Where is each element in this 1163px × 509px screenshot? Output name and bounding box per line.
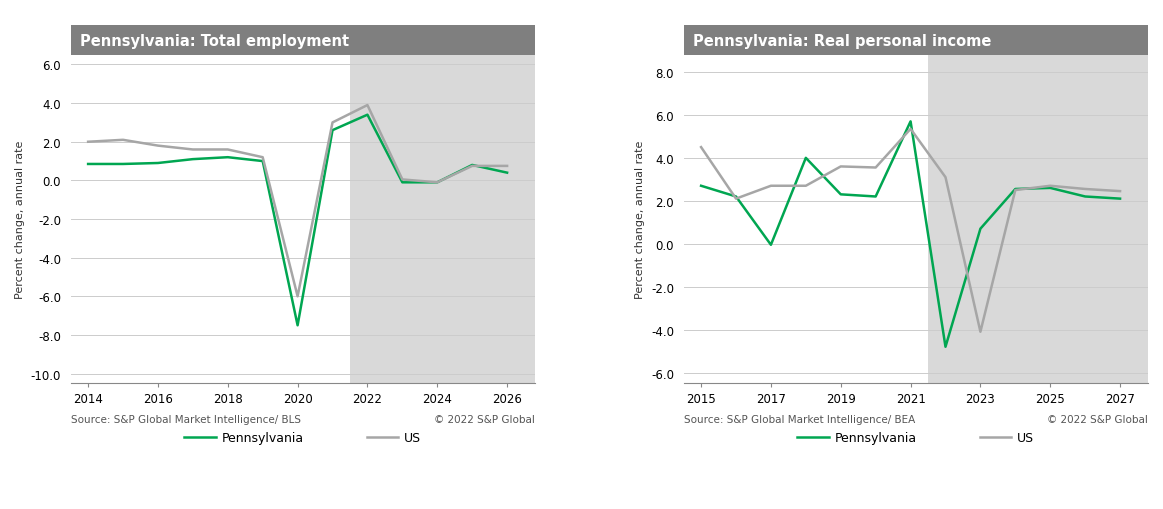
Bar bbox=[350, 55, 535, 383]
Legend: Pennsylvania, US: Pennsylvania, US bbox=[792, 427, 1040, 449]
Text: Source: S&P Global Market Intelligence/ BLS: Source: S&P Global Market Intelligence/ … bbox=[71, 414, 301, 424]
Y-axis label: Percent change, annual rate: Percent change, annual rate bbox=[15, 140, 24, 299]
Text: Source: S&P Global Market Intelligence/ BEA: Source: S&P Global Market Intelligence/ … bbox=[684, 414, 915, 424]
Text: Pennsylvania: Real personal income: Pennsylvania: Real personal income bbox=[693, 34, 991, 48]
Text: Pennsylvania: Total employment: Pennsylvania: Total employment bbox=[80, 34, 349, 48]
Text: © 2022 S&P Global: © 2022 S&P Global bbox=[434, 414, 535, 424]
Y-axis label: Percent change, annual rate: Percent change, annual rate bbox=[635, 140, 645, 299]
Text: © 2022 S&P Global: © 2022 S&P Global bbox=[1047, 414, 1148, 424]
Bar bbox=[928, 55, 1148, 383]
Legend: Pennsylvania, US: Pennsylvania, US bbox=[179, 427, 426, 449]
